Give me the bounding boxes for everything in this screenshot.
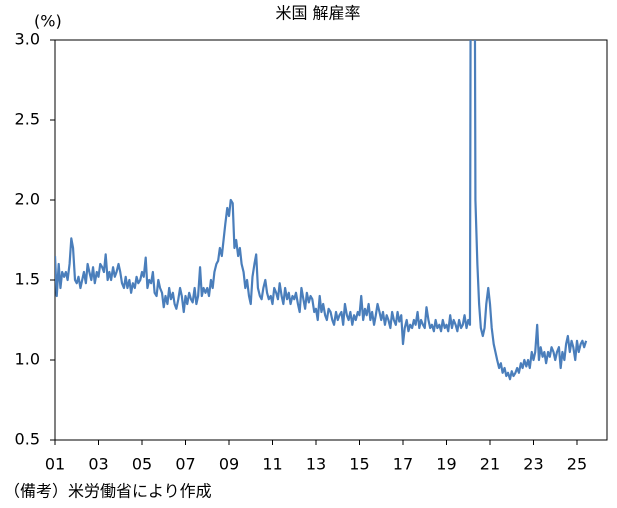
chart-title: 米国 解雇率 <box>275 4 360 23</box>
x-tick-label: 25 <box>567 455 587 474</box>
y-axis-label: (%) <box>34 12 62 31</box>
plot-frame <box>54 39 608 441</box>
x-tick-label: 15 <box>349 455 369 474</box>
x-tick-label: 13 <box>306 455 326 474</box>
x-tick-label: 07 <box>175 455 195 474</box>
x-tick-label: 21 <box>480 455 500 474</box>
x-tick-label: 01 <box>45 455 65 474</box>
y-tick-label: 1.0 <box>15 350 40 369</box>
y-tick-label: 2.0 <box>15 190 40 209</box>
data-line <box>55 40 588 381</box>
y-tick-label: 2.5 <box>15 110 40 129</box>
x-tick-label: 23 <box>523 455 543 474</box>
x-tick-label: 17 <box>393 455 413 474</box>
note: （備考）米労働省により作成 <box>4 482 212 501</box>
x-tick-label: 09 <box>219 455 239 474</box>
x-tick-label: 05 <box>132 455 152 474</box>
x-tick-label: 03 <box>88 455 108 474</box>
x-tick-label: 19 <box>436 455 456 474</box>
y-tick-label: 0.5 <box>15 430 40 449</box>
x-tick-label: 11 <box>262 455 282 474</box>
y-tick-label: 3.0 <box>15 30 40 49</box>
y-tick-label: 1.5 <box>15 270 40 289</box>
